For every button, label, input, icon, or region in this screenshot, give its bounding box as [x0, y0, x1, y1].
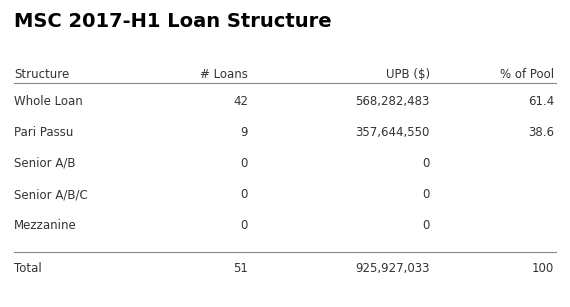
Text: 9: 9	[241, 126, 248, 139]
Text: Senior A/B: Senior A/B	[14, 157, 75, 170]
Text: 51: 51	[233, 262, 248, 275]
Text: 38.6: 38.6	[528, 126, 554, 139]
Text: % of Pool: % of Pool	[500, 68, 554, 81]
Text: 0: 0	[422, 219, 430, 232]
Text: 568,282,483: 568,282,483	[356, 95, 430, 108]
Text: Whole Loan: Whole Loan	[14, 95, 83, 108]
Text: 0: 0	[241, 157, 248, 170]
Text: 925,927,033: 925,927,033	[356, 262, 430, 275]
Text: 42: 42	[233, 95, 248, 108]
Text: MSC 2017-H1 Loan Structure: MSC 2017-H1 Loan Structure	[14, 12, 332, 31]
Text: 0: 0	[422, 157, 430, 170]
Text: 357,644,550: 357,644,550	[356, 126, 430, 139]
Text: 0: 0	[241, 219, 248, 232]
Text: UPB ($): UPB ($)	[386, 68, 430, 81]
Text: Structure: Structure	[14, 68, 69, 81]
Text: 61.4: 61.4	[528, 95, 554, 108]
Text: Senior A/B/C: Senior A/B/C	[14, 188, 88, 201]
Text: 100: 100	[532, 262, 554, 275]
Text: Mezzanine: Mezzanine	[14, 219, 77, 232]
Text: 0: 0	[422, 188, 430, 201]
Text: Total: Total	[14, 262, 42, 275]
Text: # Loans: # Loans	[200, 68, 248, 81]
Text: Pari Passu: Pari Passu	[14, 126, 74, 139]
Text: 0: 0	[241, 188, 248, 201]
